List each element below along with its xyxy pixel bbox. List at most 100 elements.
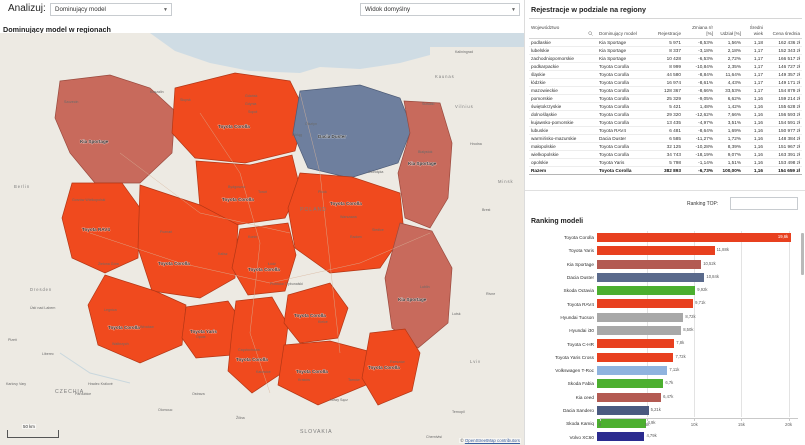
chart-bar-row[interactable]: Volvo XC60 4,79k: [525, 430, 805, 443]
chart-axis-tick: [647, 418, 649, 421]
table-row[interactable]: świętokrzyskie Toyota Corolla 5 421 1,48% 1,…: [529, 102, 802, 111]
ranking-top-input[interactable]: [730, 197, 798, 210]
chart-bar[interactable]: [597, 259, 702, 269]
table-row[interactable]: podlaskie Kia Sportage 5 971 -8,53% 1,56% 1,1…: [529, 38, 802, 47]
table-row[interactable]: lubelskie Kia Sportage 8 337 -3,18% 2,18% 1,1…: [529, 46, 802, 55]
cell-r13-c3: -10,28%: [683, 142, 715, 152]
view-select[interactable]: Widok domyślny ▼: [360, 3, 520, 16]
chart-bar[interactable]: [597, 299, 694, 309]
chart-bar[interactable]: [597, 312, 684, 322]
cell-r8-c1: Toyota Corolla: [597, 102, 649, 111]
map-region-dolnoslaskie: [87, 274, 187, 364]
table-row[interactable]: śląskie Toyota Corolla 44 580 -8,84% 11,64% 1…: [529, 70, 802, 79]
chart-bar[interactable]: [597, 379, 664, 389]
svg-text:Płock: Płock: [318, 190, 327, 194]
chart-bar-row[interactable]: Kia ceed 6,47k: [525, 391, 805, 404]
table-row[interactable]: warmińsko-mazurskie Dacia Duster 6 585 -11,…: [529, 134, 802, 144]
table-row[interactable]: zachodniopomorskie Kia Sportage 10 428 -6,5…: [529, 54, 802, 63]
table-section-title: Rejestracje w podziale na regiony: [531, 5, 647, 14]
chart-bar-row[interactable]: Kia Sportage 10,52k: [525, 258, 805, 271]
chart-bar[interactable]: [597, 246, 715, 256]
chart-bar-row[interactable]: Skoda Fabia 6,7k: [525, 377, 805, 390]
chart-bar-track: 6,47k: [597, 391, 805, 404]
table-row[interactable]: łódzkie Toyota Corolla 16 974 -8,61% 4,43% 1,…: [529, 78, 802, 87]
svg-text:Siedlce: Siedlce: [372, 228, 384, 232]
chart-bar-label: Dacia Duster: [566, 275, 594, 281]
chart-axis-tick: [600, 418, 601, 421]
table-row[interactable]: mazowieckie Toyota Corolla 128 367 -8,66% 33…: [529, 86, 802, 95]
chart-bar[interactable]: [597, 392, 662, 402]
column-header-wojewodztwo[interactable]: Województwo: [529, 18, 597, 39]
chart-bar-row[interactable]: Toyota Corolla 19,6k: [525, 231, 805, 244]
table-row[interactable]: pomorskie Toyota Corolla 25 329 -9,05% 6,62%…: [529, 94, 802, 103]
analyze-select[interactable]: Dominujący model ▼: [50, 3, 172, 16]
chart-bar-row[interactable]: Hyundai Tucson 8,72k: [525, 311, 805, 324]
chart-bar[interactable]: [597, 326, 682, 336]
chart-bar[interactable]: [597, 432, 645, 442]
column-header-rejestracje[interactable]: Rejestracje: [649, 18, 683, 39]
chart-bar-row[interactable]: Dacia Duster 10,84k: [525, 271, 805, 284]
chart-bar[interactable]: [597, 352, 674, 362]
cell-r13-c5: 1,16: [743, 142, 765, 152]
chart-bar-row[interactable]: Volkswagen T-Roc 7,11k: [525, 364, 805, 377]
table-row[interactable]: wielkopolskie Toyota Corolla 34 743 -18,19%…: [529, 150, 802, 160]
chart-bar-row[interactable]: Dacia Sandero 5,21k: [525, 404, 805, 417]
cell-r6-c5: 1,17: [743, 86, 765, 95]
chart-bar[interactable]: [597, 272, 705, 282]
map-region-lubuskie: [61, 182, 141, 274]
chart-bar-track: 10,52k: [597, 258, 805, 271]
table-row[interactable]: dolnośląskie Toyota Corolla 29 320 -12,62% 7…: [529, 110, 802, 120]
chart-bar-row[interactable]: Skoda Kamiq 4,9k: [525, 417, 805, 430]
chart-bar[interactable]: [597, 233, 792, 242]
column-header-zmiana[interactable]: Zmiana r/r [%]: [683, 18, 715, 39]
cell-r14-c3: -18,19%: [683, 150, 715, 160]
chart-scrollbar-thumb[interactable]: [801, 233, 804, 275]
table-total-row: Razem Toyota Corolla 382 893 -6,73% 100,00% 1…: [529, 166, 802, 176]
chart-bar-row[interactable]: Hyundai i30 8,50k: [525, 324, 805, 337]
table-row[interactable]: lubuskie Toyota RAV4 6 481 -8,64% 1,69% 1,16 1…: [529, 126, 802, 136]
chart-bar-track: 7,11k: [597, 364, 805, 377]
table-row[interactable]: małopolskie Toyota Corolla 32 125 -10,28% 8,…: [529, 142, 802, 152]
chart-bar[interactable]: [597, 405, 649, 415]
cell-r9-c6: 156 593 zł: [765, 110, 802, 120]
ranking-bar-chart[interactable]: Toyota Corolla 19,6k Toyota Yaris 11,88k Kia…: [525, 231, 805, 445]
cell-r12-c4: 1,72%: [715, 134, 743, 144]
region-map[interactable]: POLAND SLOVAKIA CZECHIA Berlin Dresden V…: [0, 33, 524, 445]
cell-r0-c4: 1,56%: [715, 38, 743, 47]
chart-bar[interactable]: [597, 365, 668, 375]
table-row[interactable]: opolskie Toyota Yaris 5 798 -1,14% 1,51% 1,16…: [529, 158, 802, 168]
column-header-sredni-wiek[interactable]: Średni wiek: [743, 18, 765, 39]
chart-bar[interactable]: [597, 339, 675, 349]
chart-bar[interactable]: [597, 419, 646, 429]
table-row[interactable]: kujawsko-pomorskie Toyota Corolla 13 435 -4…: [529, 118, 802, 128]
chart-bar-row[interactable]: Toyota Yaris Cross 7,72k: [525, 351, 805, 364]
chart-bar[interactable]: [597, 286, 696, 296]
svg-text:Legnica: Legnica: [104, 308, 117, 312]
cell-r11-c4: 1,69%: [715, 126, 743, 136]
chart-bar-row[interactable]: Toyota C-HR 7,8k: [525, 337, 805, 350]
chart-bar-track: 6,7k: [597, 377, 805, 390]
regions-table[interactable]: Województwo Dominujący model Rejestracje…: [529, 18, 802, 176]
chart-axis-tick-label: 5k: [644, 422, 650, 427]
column-header-dominujacy-model[interactable]: Dominujący model: [597, 18, 649, 39]
column-header-udzial[interactable]: Udział [%]: [715, 18, 743, 39]
cell-r13-c2: 32 125: [649, 142, 683, 152]
search-icon[interactable]: [588, 31, 593, 36]
chart-axis-tick-label: 10k: [690, 422, 698, 427]
column-header-cena-srednia[interactable]: Cena średnia: [765, 18, 802, 39]
chart-bar-row[interactable]: Skoda Octavia 9,92k: [525, 284, 805, 297]
cell-r14-c4: 9,07%: [715, 150, 743, 160]
chart-bar-row[interactable]: Toyota RAV4 9,71k: [525, 297, 805, 310]
cell-r0-c0: podlaskie: [529, 38, 597, 47]
svg-text:Bydgoszcz: Bydgoszcz: [228, 185, 246, 189]
table-row[interactable]: podkarpackie Toyota Corolla 8 999 -10,84% 2,…: [529, 62, 802, 71]
cell-r12-c0: warmińsko-mazurskie: [529, 134, 597, 144]
cell-r11-c0: lubuskie: [529, 126, 597, 136]
cell-r12-c1: Dacia Duster: [597, 134, 649, 144]
chart-bar-label: Kia Sportage: [566, 261, 594, 267]
chart-bar-row[interactable]: Toyota Yaris 11,88k: [525, 244, 805, 257]
openstreetmap-link[interactable]: OpenStreetMap contributors: [464, 438, 520, 443]
svg-text:Hrodna: Hrodna: [470, 142, 482, 146]
svg-text:Pardubice: Pardubice: [75, 392, 91, 396]
cell-r13-c6: 151 967 zł: [765, 142, 802, 152]
